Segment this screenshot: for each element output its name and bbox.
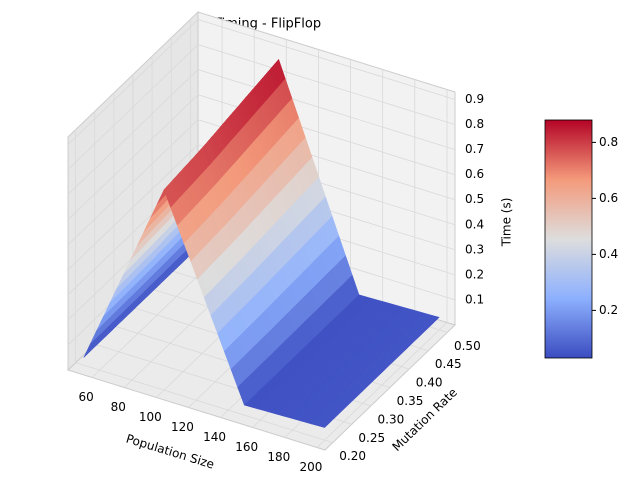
grid-line — [67, 94, 456, 220]
grid-line — [67, 144, 456, 271]
z-tick-label: 0.4 — [465, 217, 484, 231]
surface-patch — [317, 422, 329, 428]
z-axis-label: Time (s) — [500, 198, 514, 248]
y-tick-label: 0.25 — [358, 431, 385, 445]
z-tick-label: 0.9 — [465, 92, 484, 106]
colorbar-tick-label: 0.6 — [599, 191, 618, 205]
z-tick-label: 0.7 — [465, 142, 484, 156]
x-tick-label: 60 — [78, 390, 93, 404]
x-tick-label: 140 — [203, 430, 226, 444]
grid-line — [67, 119, 456, 245]
y-tick-label: 0.45 — [435, 357, 462, 371]
colorbar-tick-label: 0.2 — [599, 303, 618, 317]
x-tick-label: 200 — [300, 460, 323, 474]
x-tick-label: 80 — [111, 400, 126, 414]
grid-line — [67, 19, 456, 145]
grid-line — [75, 129, 333, 443]
colorbar — [544, 119, 593, 359]
z-tick-label: 0.6 — [465, 167, 484, 181]
grid-line — [316, 89, 448, 448]
x-tick-label: 120 — [171, 420, 194, 434]
z-tick-label: 0.1 — [465, 292, 484, 306]
grid-line — [67, 69, 456, 195]
x-tick-label: 180 — [267, 450, 290, 464]
x-tick-label: 160 — [235, 440, 258, 454]
y-tick-label: 0.30 — [378, 412, 405, 426]
z-tick-label: 0.8 — [465, 117, 484, 131]
y-tick-label: 0.35 — [397, 394, 424, 408]
y-tick-label: 0.20 — [339, 449, 366, 463]
z-tick-label: 0.5 — [465, 192, 484, 206]
colorbar-tick-label: 0.4 — [599, 247, 618, 261]
z-tick-label: 0.3 — [465, 242, 484, 256]
grid-line — [67, 44, 456, 170]
x-tick-label: 100 — [139, 410, 162, 424]
y-tick-label: 0.50 — [454, 339, 481, 353]
colorbar-tick-label: 0.8 — [599, 135, 618, 149]
y-tick-label: 0.40 — [416, 376, 443, 390]
z-tick-label: 0.2 — [465, 267, 484, 281]
